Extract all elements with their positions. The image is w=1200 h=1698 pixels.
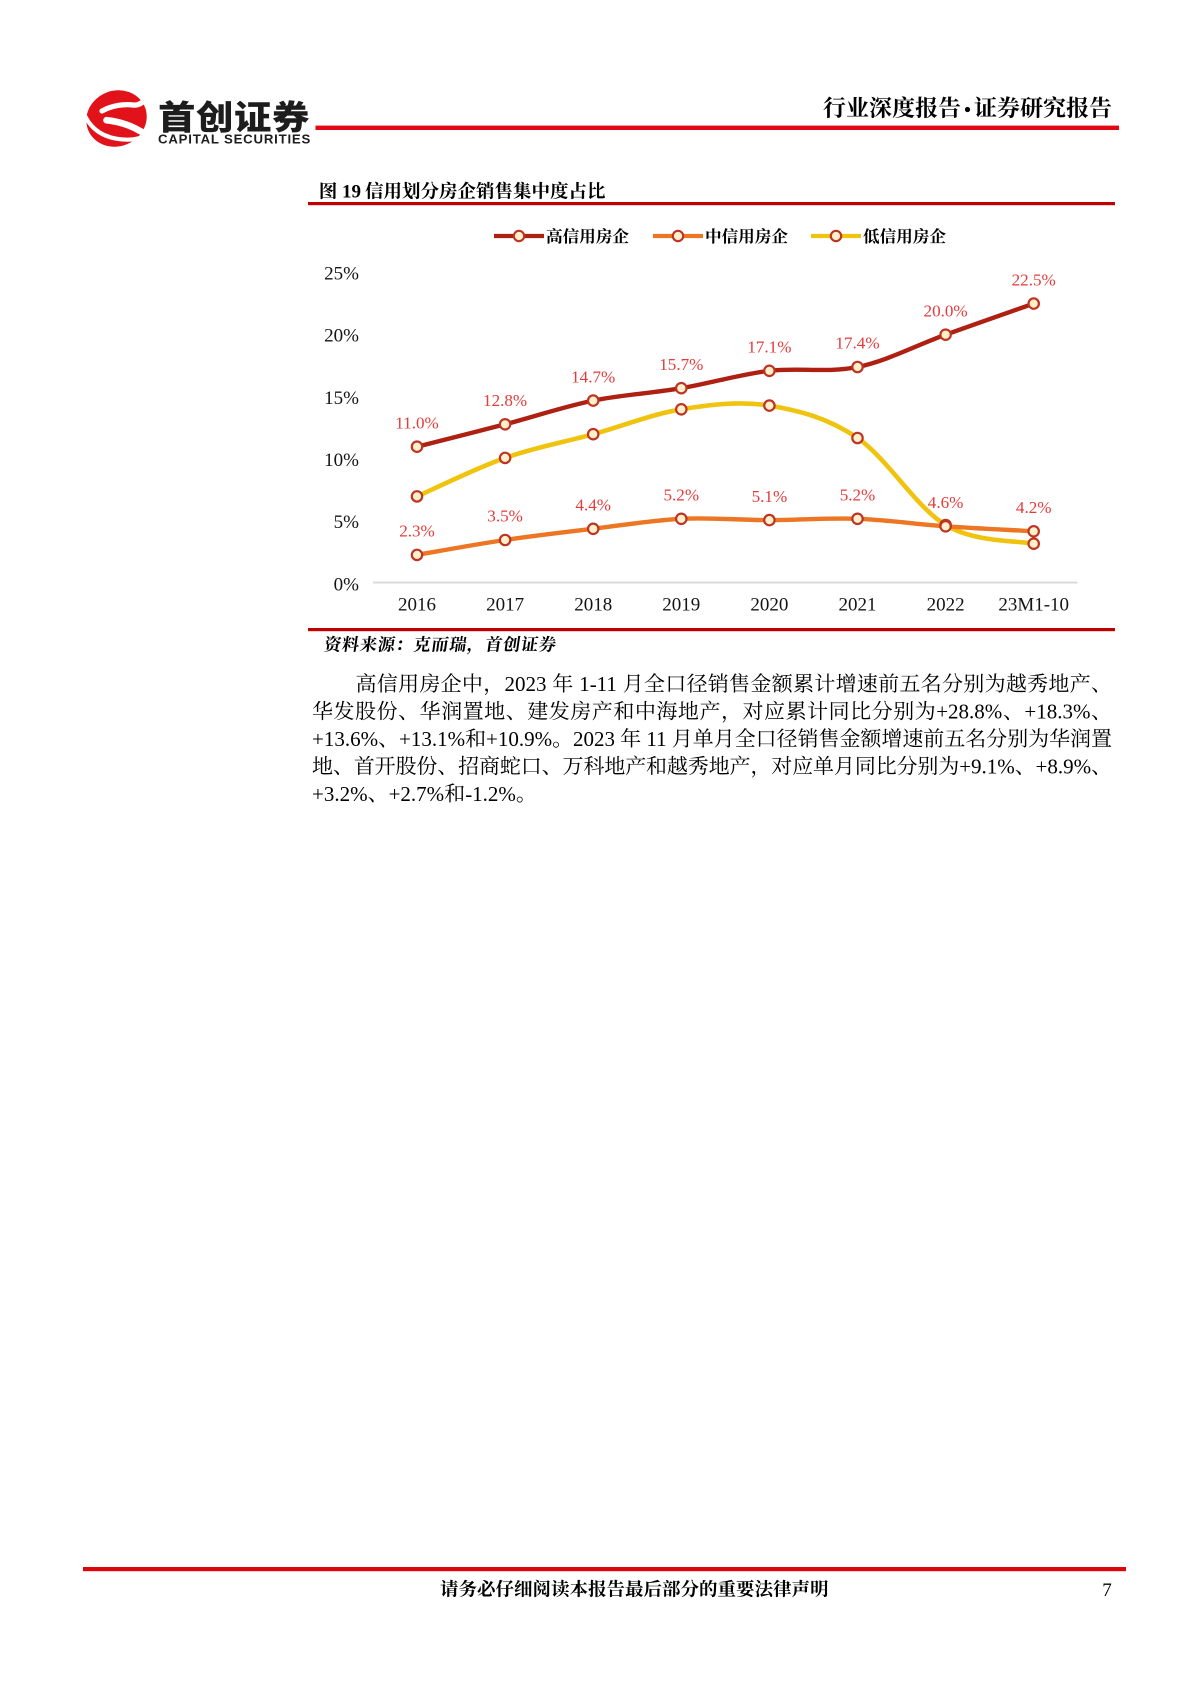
svg-text:4.4%: 4.4% xyxy=(575,496,611,515)
svg-text:1-11: 1-11 xyxy=(579,672,617,696)
svg-text:19: 19 xyxy=(342,182,361,203)
svg-text:14.7%: 14.7% xyxy=(571,367,615,386)
svg-text:-1.2%: -1.2% xyxy=(465,782,516,806)
svg-text:7: 7 xyxy=(1102,1580,1112,1601)
svg-text:11.0%: 11.0% xyxy=(395,413,439,432)
svg-text:4.2%: 4.2% xyxy=(1016,498,1052,517)
svg-text:2016: 2016 xyxy=(398,594,436,615)
svg-text:2019: 2019 xyxy=(662,594,700,615)
svg-text:10%: 10% xyxy=(324,450,359,471)
svg-text:12.8%: 12.8% xyxy=(483,391,527,410)
svg-text:2020: 2020 xyxy=(750,594,788,615)
svg-text:2017: 2017 xyxy=(486,594,524,615)
svg-text:+13.1%: +13.1% xyxy=(399,727,465,751)
svg-text:+8.9%: +8.9% xyxy=(1036,754,1092,778)
svg-text:20.0%: 20.0% xyxy=(924,301,968,320)
svg-text:0%: 0% xyxy=(334,574,360,595)
svg-text:3.5%: 3.5% xyxy=(487,507,523,526)
svg-text:20%: 20% xyxy=(324,326,359,347)
svg-text:2021: 2021 xyxy=(839,594,877,615)
svg-text:+13.6%: +13.6% xyxy=(312,727,378,751)
svg-text:+9.1%: +9.1% xyxy=(959,754,1015,778)
svg-text:2023: 2023 xyxy=(505,672,547,696)
svg-text:22.5%: 22.5% xyxy=(1012,270,1056,289)
svg-text:25%: 25% xyxy=(324,263,359,284)
svg-text:5.2%: 5.2% xyxy=(663,486,699,505)
svg-text:CAPITAL SECURITIES: CAPITAL SECURITIES xyxy=(158,132,311,147)
svg-text:5%: 5% xyxy=(334,512,360,533)
svg-text:2018: 2018 xyxy=(574,594,612,615)
svg-text:2022: 2022 xyxy=(927,594,965,615)
svg-text:11: 11 xyxy=(646,727,666,751)
svg-text:2.3%: 2.3% xyxy=(399,522,435,541)
svg-text:2023: 2023 xyxy=(573,727,615,751)
svg-text:15%: 15% xyxy=(324,388,359,409)
svg-text:5.1%: 5.1% xyxy=(752,487,788,506)
svg-text:+28.8%: +28.8% xyxy=(936,700,1002,724)
svg-text:+3.2%: +3.2% xyxy=(312,782,368,806)
svg-text:15.7%: 15.7% xyxy=(659,355,703,374)
svg-text:17.1%: 17.1% xyxy=(747,338,791,357)
svg-text:+18.3%: +18.3% xyxy=(1024,700,1090,724)
svg-text:4.6%: 4.6% xyxy=(928,493,964,512)
svg-text:+2.7%: +2.7% xyxy=(389,782,445,806)
svg-text:23M1-10: 23M1-10 xyxy=(998,594,1069,615)
svg-text:5.2%: 5.2% xyxy=(840,486,876,505)
svg-text:17.4%: 17.4% xyxy=(835,334,879,353)
svg-text:+10.9%: +10.9% xyxy=(486,727,552,751)
